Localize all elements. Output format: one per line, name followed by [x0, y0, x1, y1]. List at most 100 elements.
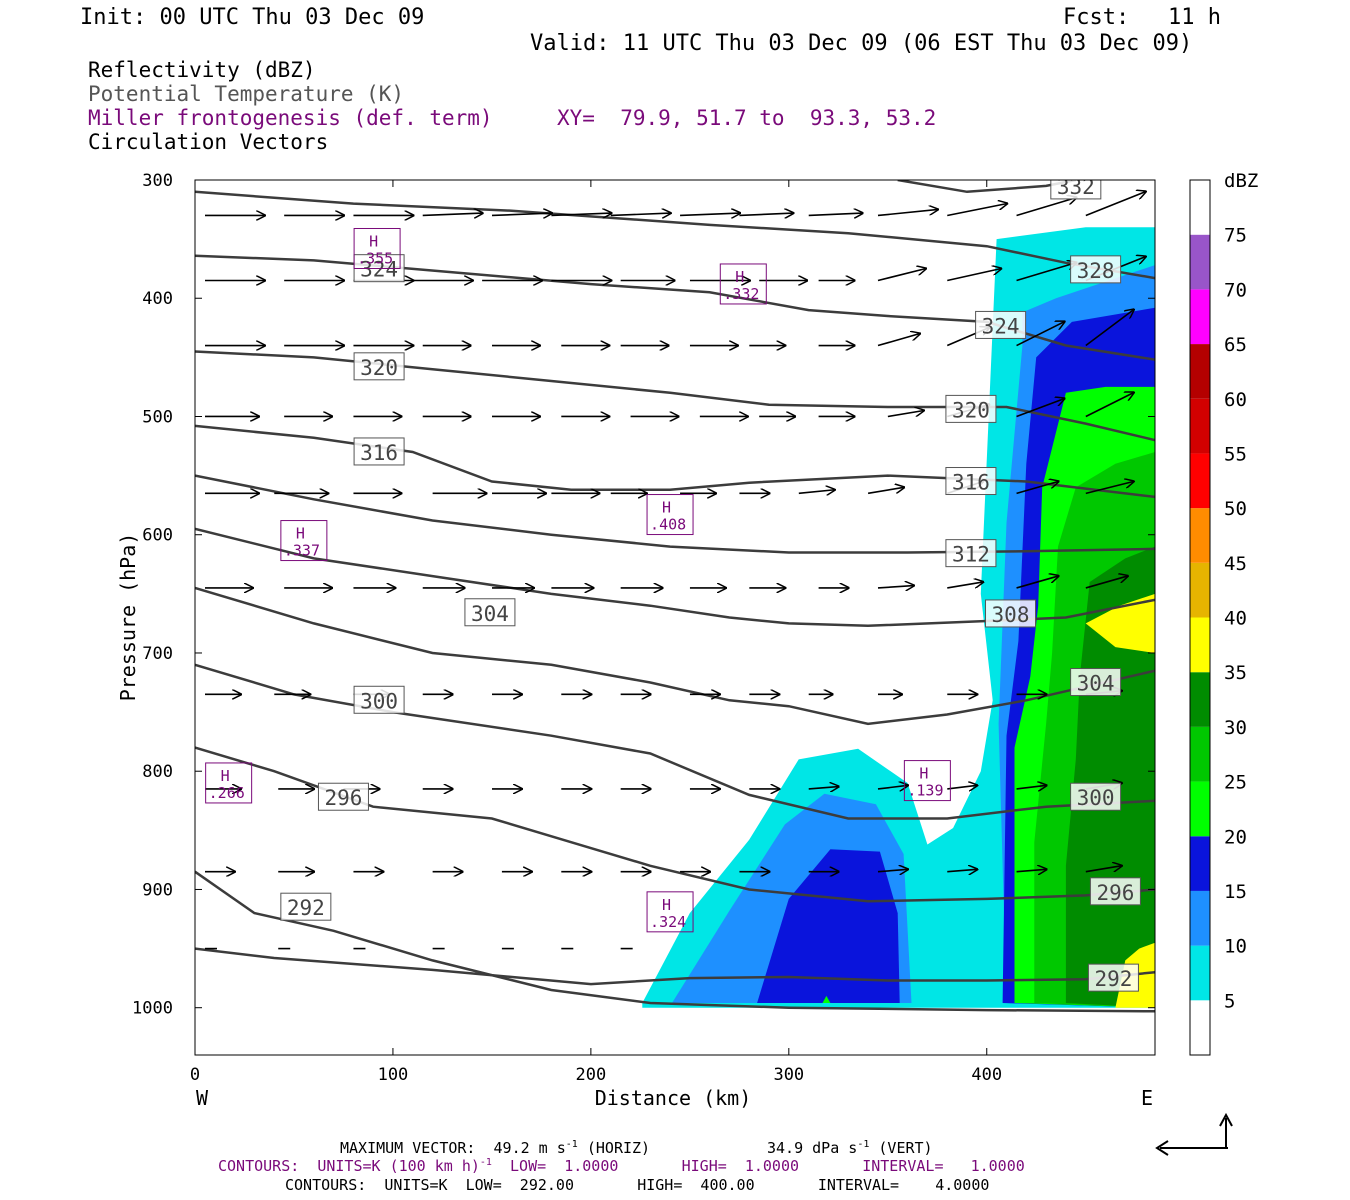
circulation-vector	[887, 410, 924, 418]
isentrope-label-text: 316	[360, 441, 398, 465]
isentrope-label-box	[945, 394, 997, 423]
x-tick-label: 400	[971, 1065, 1002, 1085]
y-tick-label: 500	[142, 407, 173, 427]
frontogenesis-maximum-box	[903, 760, 951, 802]
isentrope-label: 328	[1070, 255, 1122, 284]
isentrope-label: 312	[945, 539, 997, 568]
reflectivity-region-15	[757, 849, 900, 1003]
circulation-vector	[491, 213, 552, 215]
circulation-vector	[422, 213, 483, 215]
plot-frame	[194, 179, 1156, 1056]
isentrope-292	[195, 947, 1155, 986]
circulation-vector	[947, 785, 977, 789]
isentrope-label-text: 320	[952, 398, 990, 422]
x-tick-label: 0	[190, 1065, 200, 1085]
init-time: Init: 00 UTC Thu 03 Dec 09	[80, 5, 425, 30]
colorbar-tick-label: 25	[1224, 772, 1247, 794]
y-tick-label: 800	[142, 762, 173, 782]
isentrope-label-box	[1070, 782, 1122, 811]
y-tick-label: 300	[142, 171, 173, 191]
circulation-vector	[551, 213, 611, 215]
colorbar-tick-label: 5	[1224, 990, 1235, 1012]
circulation-vector	[877, 209, 938, 217]
isentrope-label-box	[1070, 255, 1122, 284]
isentrope-label-box	[945, 539, 997, 568]
colorbar-swatch	[1190, 344, 1210, 399]
y-tick-label: 400	[142, 289, 173, 309]
frontogenesis-maximum-value: .337	[284, 542, 320, 560]
circulation-vector	[947, 869, 977, 871]
colorbar-swatch	[1190, 508, 1210, 563]
circulation-vector	[1085, 576, 1128, 589]
frontogenesis-maximum: H.332	[719, 263, 767, 305]
frontogenesis-maximum-value: .408	[650, 516, 686, 534]
frontogenesis-maximum: H.355	[353, 227, 401, 269]
valid-time: Valid: 11 UTC Thu 03 Dec 09 (06 EST Thu …	[530, 31, 1193, 56]
circulation-vector	[1016, 785, 1047, 789]
colorbar-tick-label: 65	[1224, 334, 1247, 356]
isentrope-label-text: 296	[1096, 881, 1134, 905]
circulation-vector	[1085, 392, 1134, 418]
frontogenesis-maximum: H.408	[646, 494, 694, 536]
colorbar-frame	[1189, 179, 1211, 1056]
frontogenesis-maximum-label: H	[735, 268, 744, 286]
frontogenesis-maximum-label: H	[662, 499, 671, 517]
circulation-vector	[610, 213, 671, 215]
isentrope-label-box	[945, 467, 997, 496]
cross-section-endpoints: XY= 79.9, 51.7 to 93.3, 53.2	[557, 106, 937, 130]
isentrope-label-text: 292	[287, 896, 325, 920]
frontogenesis-maximum-label: H	[662, 896, 671, 914]
frontogenesis-maximum-box	[353, 227, 401, 269]
colorbar-tick-label: 60	[1224, 389, 1247, 411]
isentrope-label: 308	[985, 599, 1037, 628]
circulation-vector	[877, 334, 920, 347]
isentrope-label: 316	[353, 437, 405, 466]
isentrope-label-box	[975, 310, 1027, 339]
circulation-vector	[1085, 191, 1146, 217]
isentrope-label-text: 316	[952, 471, 990, 495]
circulation-vector	[947, 582, 983, 589]
frontogenesis-maximum: H.337	[280, 520, 328, 562]
circulation-vector	[1016, 869, 1047, 871]
circulation-vector	[1016, 576, 1059, 589]
legend-potential-temperature: Potential Temperature (K)	[88, 82, 405, 106]
circulation-vector	[1016, 481, 1059, 495]
isentrope-label-box	[353, 352, 405, 381]
circulation-vector	[877, 269, 926, 282]
isentrope-label: 300	[353, 685, 405, 714]
east-end-label: E	[1141, 1086, 1153, 1110]
colorbar-tick-label: 40	[1224, 608, 1247, 630]
isentrope-label-box	[317, 782, 369, 811]
frontogenesis-maximum-label: H	[919, 765, 928, 783]
isentrope-label: 296	[1089, 877, 1141, 906]
circulation-vector	[1085, 866, 1122, 873]
footer-max-vector: MAXIMUM VECTOR: 49.2 m s-1 (HORIZ)	[340, 1139, 651, 1157]
west-end-label: W	[196, 1086, 209, 1110]
isentrope-label: 304	[1070, 668, 1122, 697]
isentrope-label-text: 324	[982, 314, 1020, 338]
colorbar-swatch	[1190, 180, 1210, 235]
circulation-vector	[1085, 310, 1134, 347]
legend-circulation-vectors: Circulation Vectors	[88, 130, 329, 154]
colorbar-swatch	[1190, 945, 1210, 1001]
colorbar-swatch	[1190, 398, 1210, 454]
isentrope-label: 320	[353, 352, 405, 381]
frontogenesis-maximum-value: .324	[650, 913, 686, 931]
frontogenesis-maximum-value: .266	[209, 784, 245, 802]
colorbar-tick-label: 50	[1224, 498, 1247, 520]
colorbar-tick-label: 35	[1224, 662, 1247, 684]
colorbar-tick-label: 45	[1224, 553, 1247, 575]
colorbar-tick-label: 75	[1224, 225, 1247, 247]
isentrope-label-layer: 292 292 296 296 300 300 304 304 308 312 316 316 320 3…	[280, 180, 1141, 992]
colorbar-tick-label: 15	[1224, 881, 1247, 903]
frontogenesis-maximum-box	[646, 891, 694, 933]
colorbar: 5 10 15 20 25 30 35 40 45 50 55 60 65 70 75 dBZ	[1189, 170, 1258, 1056]
isentrope-304	[195, 586, 1155, 726]
footer-contours-frontogenesis: CONTOURS: UNITS=K (100 km h)-1 LOW= 1.00…	[218, 1157, 1025, 1175]
frontogenesis-maximum-value: .332	[723, 285, 759, 303]
circulation-vector	[947, 203, 1007, 217]
legend-reflectivity: Reflectivity (dBZ)	[88, 58, 316, 82]
footer-contours-theta: CONTOURS: UNITS=K LOW= 292.00 HIGH= 400.…	[285, 1176, 990, 1194]
colorbar-swatch	[1190, 617, 1210, 673]
y-tick-label: 900	[142, 880, 173, 900]
